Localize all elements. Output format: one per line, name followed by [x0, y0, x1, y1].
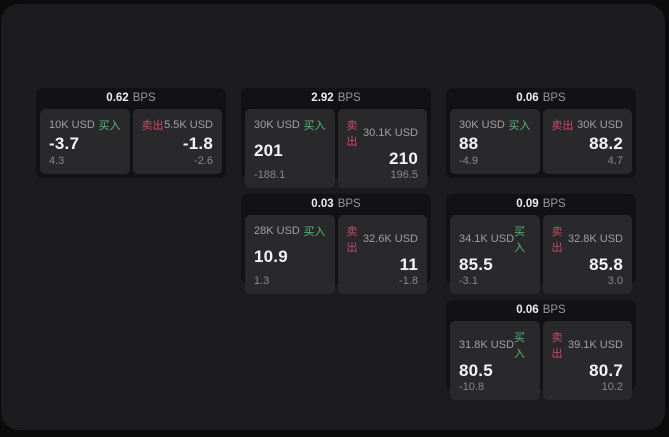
- sell-price: 11: [399, 255, 418, 274]
- sell-change: -2.6: [194, 155, 213, 167]
- sell-side-label: 卖出: [141, 120, 164, 132]
- card-body: 10K USD 买入 -3.7 4.3 卖出 5.5K USD -1.8 -2.…: [36, 109, 226, 178]
- sell-price: 80.7: [589, 361, 623, 380]
- sell-pane[interactable]: 卖出 32.8K USD 85.8 3.0: [542, 215, 632, 294]
- sell-price: 88.2: [589, 134, 623, 153]
- sell-amount: 32.8K USD: [567, 233, 623, 245]
- sell-price: 85.8: [589, 255, 623, 274]
- bps-value: 0.03: [311, 198, 334, 210]
- buy-side-label: 买入: [508, 120, 531, 132]
- sell-side-label: 卖出: [551, 332, 563, 360]
- buy-pane[interactable]: 34.1K USD 买入 85.5 -3.1: [450, 215, 540, 294]
- buy-change: -4.9: [459, 155, 478, 167]
- sell-change: 10.2: [601, 381, 623, 393]
- card-header: 0.03 BPS: [241, 194, 431, 215]
- buy-side-label: 买入: [514, 226, 526, 254]
- sell-pane[interactable]: 卖出 30K USD 88.2 4.7: [542, 109, 632, 174]
- buy-side-label: 买入: [303, 120, 326, 132]
- bps-value: 0.06: [516, 92, 539, 104]
- buy-amount: 10K USD: [49, 119, 95, 131]
- bps-unit-label: BPS: [542, 198, 566, 210]
- sell-amount: 32.6K USD: [362, 233, 418, 245]
- buy-pane[interactable]: 30K USD 买入 88 -4.9: [450, 109, 540, 174]
- buy-change: 4.3: [49, 155, 65, 167]
- sell-side-label: 卖出: [346, 120, 358, 148]
- app-panel: 0.62 BPS 10K USD 买入 -3.7 4.3 卖出 5.5K USD: [1, 4, 665, 430]
- buy-change: 1.3: [254, 275, 270, 287]
- sell-amount: 30K USD: [577, 119, 623, 131]
- buy-pane[interactable]: 31.8K USD 买入 80.5 -10.8: [450, 321, 540, 400]
- bps-unit-label: BPS: [542, 92, 566, 104]
- quote-card: 0.09 BPS 34.1K USD 买入 85.5 -3.1 卖出 32.8K…: [446, 194, 636, 294]
- buy-side-label: 买入: [98, 120, 121, 132]
- buy-amount: 31.8K USD: [459, 339, 515, 351]
- buy-side-label: 买入: [303, 226, 326, 238]
- buy-side-label: 买入: [514, 332, 526, 360]
- bps-unit-label: BPS: [132, 92, 156, 104]
- buy-amount: 34.1K USD: [459, 233, 515, 245]
- sell-change: 3.0: [607, 275, 623, 287]
- sell-side-label: 卖出: [346, 226, 358, 254]
- bps-unit-label: BPS: [337, 198, 361, 210]
- sell-change: 196.5: [390, 169, 418, 181]
- quote-card: 0.06 BPS 30K USD 买入 88 -4.9 卖出 30K USD: [446, 88, 636, 178]
- sell-side-label: 卖出: [551, 226, 563, 254]
- sell-amount: 30.1K USD: [362, 127, 418, 139]
- buy-price: 201: [254, 141, 283, 160]
- buy-amount: 28K USD: [254, 225, 300, 237]
- card-header: 0.06 BPS: [446, 300, 636, 321]
- card-header: 0.62 BPS: [36, 88, 226, 109]
- bps-value: 0.06: [516, 304, 539, 316]
- card-body: 30K USD 买入 88 -4.9 卖出 30K USD 88.2 4.7: [446, 109, 636, 178]
- bps-value: 0.62: [106, 92, 129, 104]
- buy-price: 80.5: [459, 361, 493, 380]
- card-header: 0.09 BPS: [446, 194, 636, 215]
- card-body: 28K USD 买入 10.9 1.3 卖出 32.6K USD 11 -1.8: [241, 215, 431, 298]
- sell-price: 210: [389, 149, 418, 168]
- quote-card: 0.06 BPS 31.8K USD 买入 80.5 -10.8 卖出 39.1…: [446, 300, 636, 400]
- card-header: 0.06 BPS: [446, 88, 636, 109]
- sell-change: -1.8: [399, 275, 418, 287]
- buy-amount: 30K USD: [254, 119, 300, 131]
- sell-amount: 5.5K USD: [164, 119, 213, 131]
- bps-value: 0.09: [516, 198, 539, 210]
- buy-change: -3.1: [459, 275, 478, 287]
- bps-unit-label: BPS: [337, 92, 361, 104]
- quote-card: 2.92 BPS 30K USD 买入 201 -188.1 卖出 30.1K …: [241, 88, 431, 188]
- card-body: 31.8K USD 买入 80.5 -10.8 卖出 39.1K USD 80.…: [446, 321, 636, 404]
- buy-pane[interactable]: 28K USD 买入 10.9 1.3: [245, 215, 335, 294]
- quote-card: 0.03 BPS 28K USD 买入 10.9 1.3 卖出 32.6K US…: [241, 194, 431, 294]
- buy-price: 85.5: [459, 255, 493, 274]
- bps-unit-label: BPS: [542, 304, 566, 316]
- quote-card: 0.62 BPS 10K USD 买入 -3.7 4.3 卖出 5.5K USD: [36, 88, 226, 178]
- bps-value: 2.92: [311, 92, 334, 104]
- buy-price: -3.7: [49, 134, 80, 153]
- sell-pane[interactable]: 卖出 32.6K USD 11 -1.8: [337, 215, 427, 294]
- buy-change: -10.8: [459, 381, 485, 393]
- sell-amount: 39.1K USD: [567, 339, 623, 351]
- quote-card-grid: 0.62 BPS 10K USD 买入 -3.7 4.3 卖出 5.5K USD: [36, 88, 636, 400]
- sell-side-label: 卖出: [551, 120, 574, 132]
- sell-change: 4.7: [607, 155, 623, 167]
- buy-pane[interactable]: 30K USD 买入 201 -188.1: [245, 109, 335, 188]
- buy-pane[interactable]: 10K USD 买入 -3.7 4.3: [40, 109, 130, 174]
- card-body: 30K USD 买入 201 -188.1 卖出 30.1K USD 210 1…: [241, 109, 431, 192]
- sell-pane[interactable]: 卖出 30.1K USD 210 196.5: [337, 109, 427, 188]
- buy-change: -188.1: [254, 169, 286, 181]
- sell-pane[interactable]: 卖出 5.5K USD -1.8 -2.6: [132, 109, 222, 174]
- sell-pane[interactable]: 卖出 39.1K USD 80.7 10.2: [542, 321, 632, 400]
- buy-price: 10.9: [254, 247, 288, 266]
- card-body: 34.1K USD 买入 85.5 -3.1 卖出 32.8K USD 85.8…: [446, 215, 636, 298]
- buy-price: 88: [459, 134, 479, 153]
- sell-price: -1.8: [182, 134, 213, 153]
- card-header: 2.92 BPS: [241, 88, 431, 109]
- buy-amount: 30K USD: [459, 119, 505, 131]
